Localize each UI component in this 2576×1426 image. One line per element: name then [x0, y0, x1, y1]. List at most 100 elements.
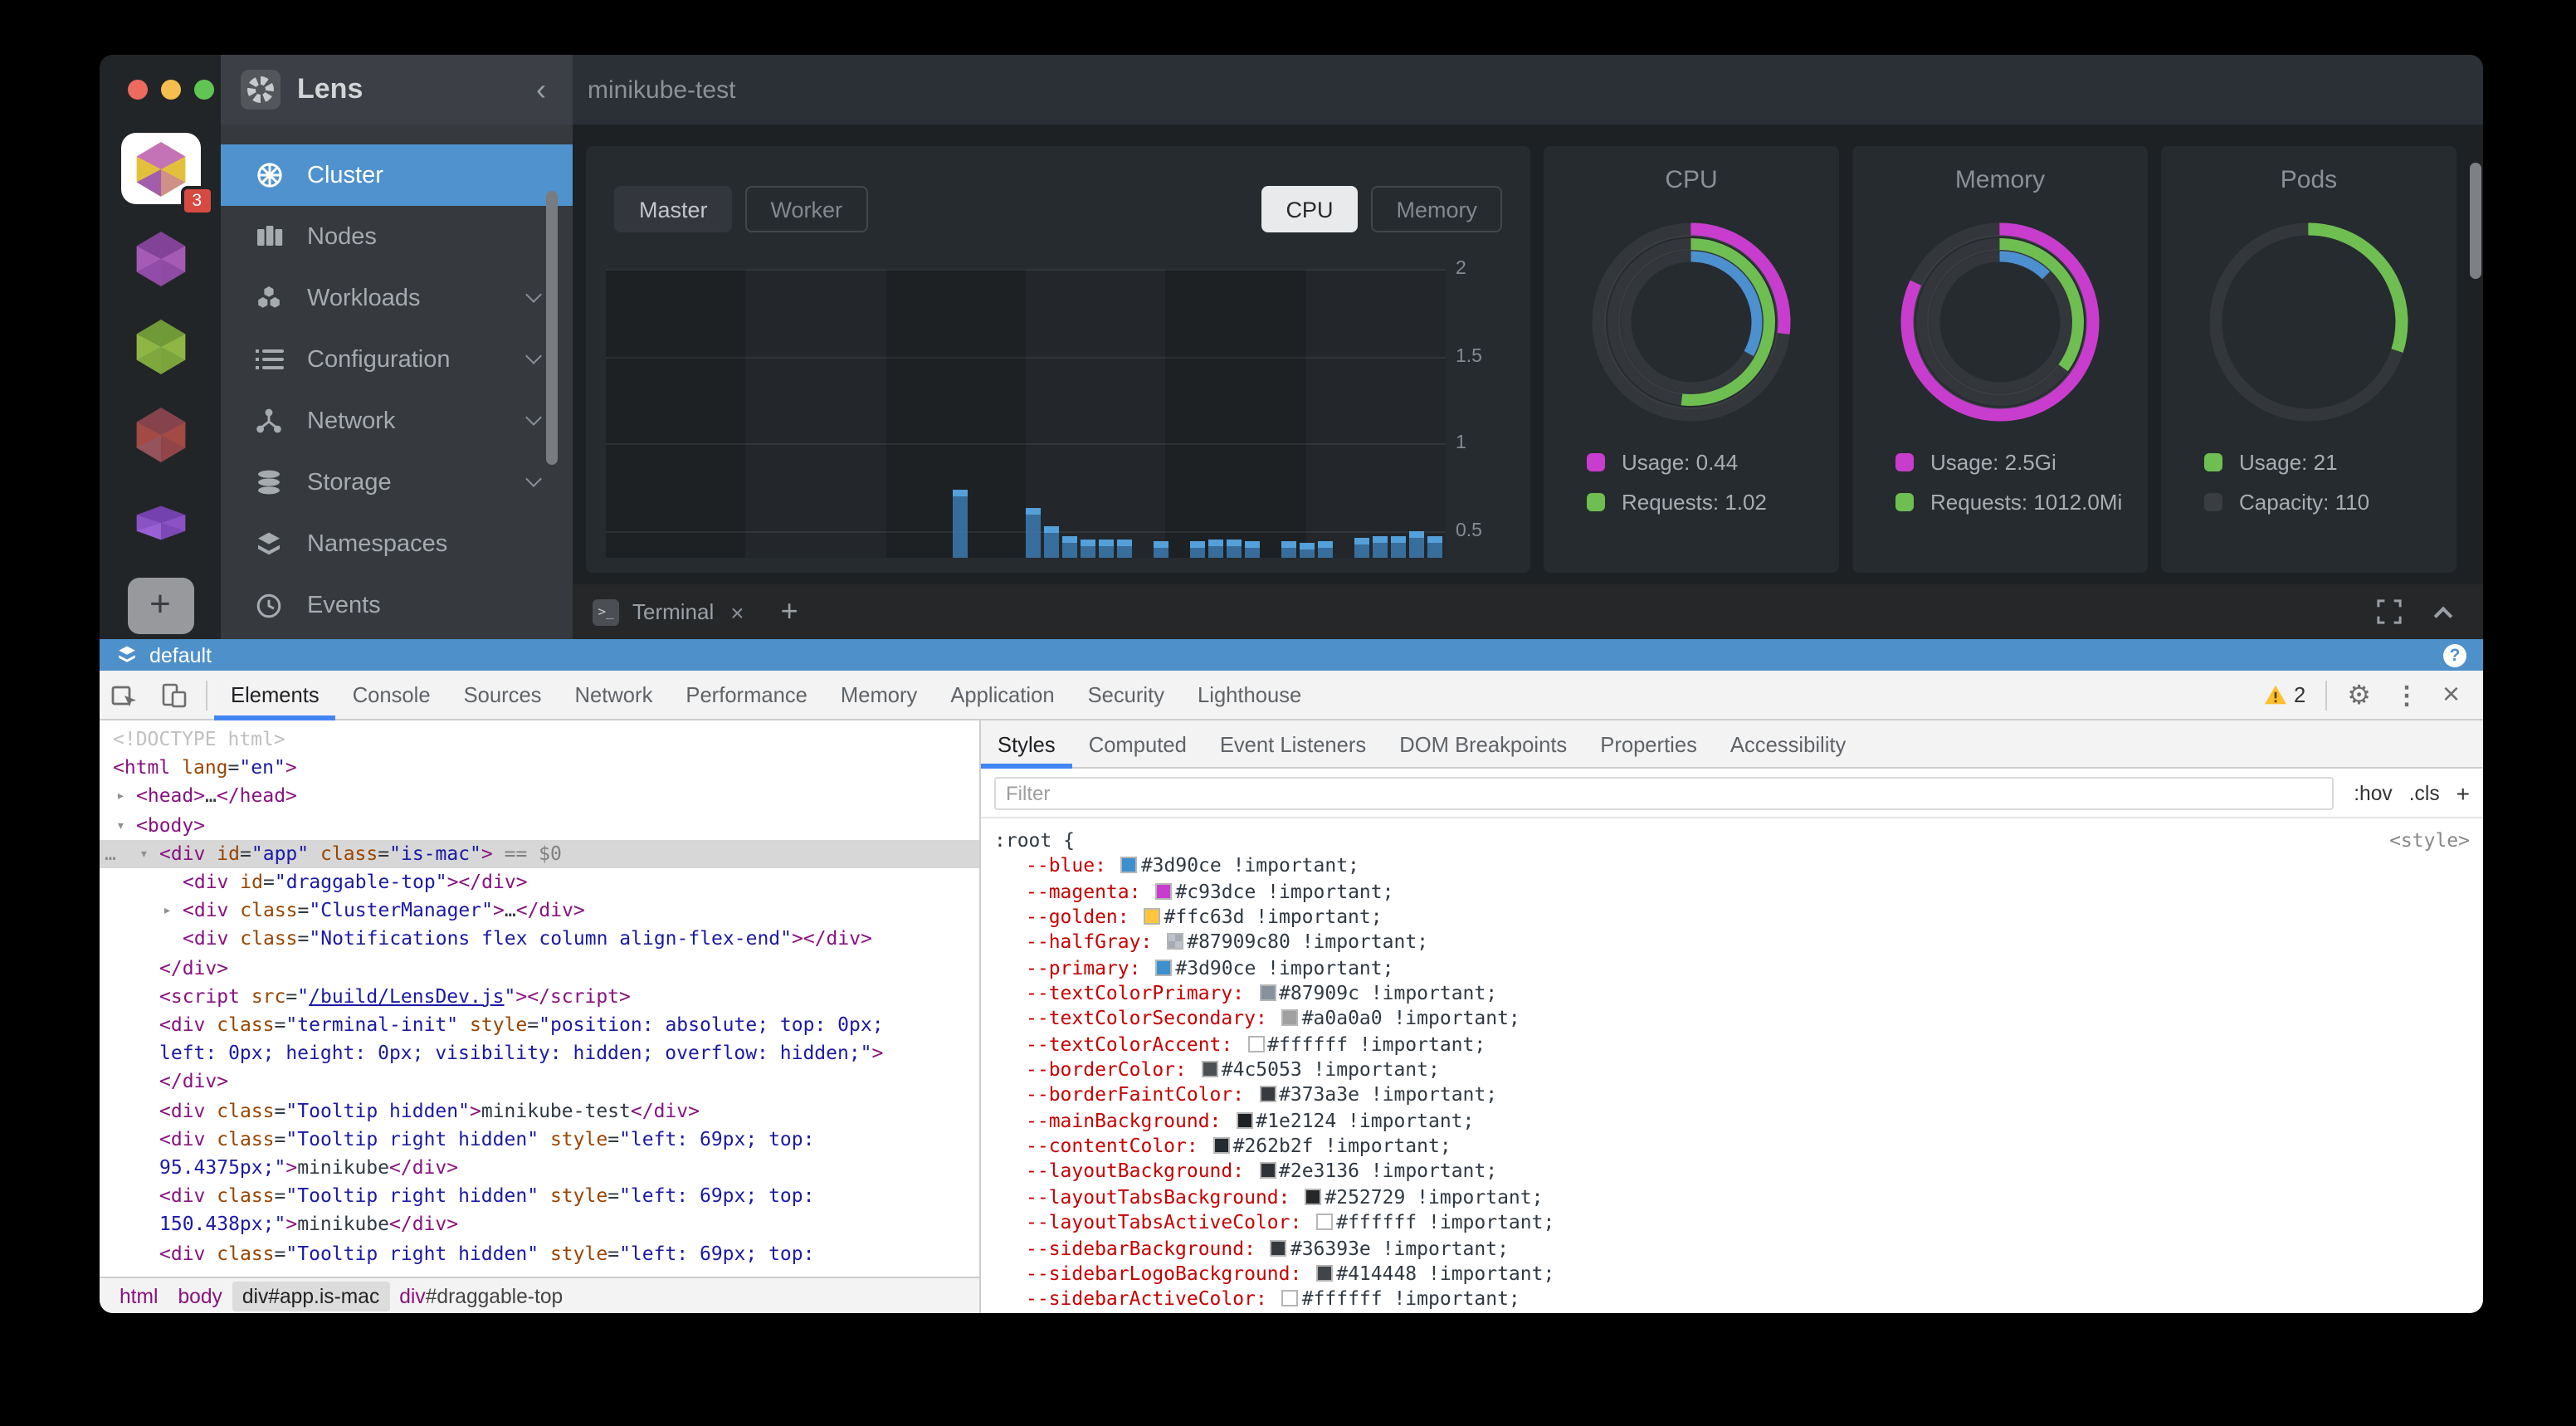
element-classes-button[interactable]: .cls	[2409, 781, 2440, 804]
namespace-label[interactable]: default	[149, 643, 2443, 667]
devtools-close-icon[interactable]: ×	[2432, 677, 2470, 712]
terminal-collapse-chevron-button[interactable]	[2434, 606, 2453, 625]
css-property[interactable]: --halfGray: #87909c80 !important;	[994, 930, 2470, 956]
dom-tree-line[interactable]: <div class="Tooltip right hidden" style=…	[100, 1126, 979, 1154]
css-property[interactable]: --layoutTabsActiveColor: #ffffff !import…	[994, 1210, 2470, 1236]
sidebar-item-nodes[interactable]: Nodes	[221, 206, 573, 267]
dom-tree-line[interactable]: <div class="Tooltip right hidden" style=…	[100, 1183, 979, 1211]
dom-tree-line[interactable]: <div id="draggable-top"></div>	[100, 868, 979, 896]
color-swatch[interactable]	[1282, 1290, 1299, 1306]
devtools-tab-console[interactable]: Console	[336, 670, 447, 720]
color-swatch[interactable]	[1305, 1189, 1321, 1205]
expand-arrow-down-icon[interactable]: ▾	[116, 813, 125, 841]
cluster-rail-item[interactable]	[124, 226, 197, 292]
devtools-tab-sources[interactable]: Sources	[447, 670, 559, 720]
dom-tree-line[interactable]: 150.438px;">minikube</div>	[100, 1211, 979, 1239]
css-property[interactable]: --sidebarBackground: #36393e !important;	[994, 1236, 2470, 1262]
color-swatch[interactable]	[1213, 1137, 1230, 1154]
dom-tree-line[interactable]: <html lang="en">	[100, 754, 979, 782]
rule-source[interactable]: <style>	[2389, 828, 2470, 854]
css-property[interactable]: --textColorPrimary: #87909c !important;	[994, 981, 2470, 1007]
cluster-rail-item[interactable]	[124, 490, 197, 556]
dom-tree-line[interactable]: </div>	[100, 954, 979, 982]
content-scrollbar[interactable]	[2470, 163, 2481, 279]
css-property[interactable]: --sidebarLogoBackground: #414448 !import…	[994, 1262, 2470, 1287]
styles-tab-properties[interactable]: Properties	[1583, 720, 1714, 768]
color-swatch[interactable]	[1144, 908, 1161, 925]
terminal-tab[interactable]: Terminal	[632, 599, 714, 624]
css-property[interactable]: --primary: #3d90ce !important;	[994, 955, 2470, 981]
dom-tree-line[interactable]: <script src="/build/LensDev.js"></script…	[100, 983, 979, 1011]
css-property[interactable]: --borderColor: #4c5053 !important;	[994, 1057, 2470, 1083]
sidebar-item-storage[interactable]: Storage	[221, 452, 573, 513]
dom-tree-line[interactable]: …▾<div id="app" class="is-mac"> == $0	[100, 840, 979, 868]
breadcrumb-item[interactable]: html	[110, 1281, 168, 1311]
dom-tree-line[interactable]: </div>	[100, 1068, 979, 1096]
color-swatch[interactable]	[1316, 1214, 1333, 1230]
cluster-rail-item[interactable]	[124, 402, 197, 468]
minimize-window-button[interactable]	[161, 80, 181, 100]
close-window-button[interactable]	[128, 80, 148, 100]
styles-filter-input[interactable]	[994, 776, 2334, 809]
color-swatch[interactable]	[1155, 882, 1172, 899]
dom-tree-line[interactable]: <!DOCTYPE html>	[100, 725, 979, 754]
sidebar-item-workloads[interactable]: Workloads	[221, 267, 573, 329]
node-tab-master[interactable]: Master	[614, 186, 733, 232]
dom-tree-line[interactable]: <div class="Notifications flex column al…	[100, 925, 979, 954]
devtools-tab-lighthouse[interactable]: Lighthouse	[1181, 670, 1318, 720]
color-swatch[interactable]	[1236, 1112, 1252, 1129]
sidebar-item-events[interactable]: Events	[221, 574, 573, 636]
dom-tree-line[interactable]: 95.4375px;">minikube</div>	[100, 1154, 979, 1182]
css-property[interactable]: --textColorSecondary: #a0a0a0 !important…	[994, 1007, 2470, 1033]
settings-gear-icon[interactable]: ⚙	[2337, 678, 2381, 711]
styles-tab-styles[interactable]: Styles	[981, 720, 1072, 768]
toggle-element-state-button[interactable]: :hov	[2354, 781, 2393, 804]
styles-tab-event-listeners[interactable]: Event Listeners	[1203, 720, 1383, 768]
css-property[interactable]: --golden: #ffc63d !important;	[994, 905, 2470, 930]
devtools-tab-application[interactable]: Application	[934, 670, 1071, 720]
sidebar-item-cluster[interactable]: Cluster	[221, 144, 573, 206]
color-swatch[interactable]	[1316, 1265, 1333, 1282]
devtools-tab-elements[interactable]: Elements	[214, 670, 336, 720]
css-property[interactable]: --contentColor: #262b2f !important;	[994, 1134, 2470, 1160]
dom-tree-line[interactable]: ▾<body>	[100, 811, 979, 839]
devtools-tab-performance[interactable]: Performance	[669, 670, 824, 720]
kebab-menu-icon[interactable]: ⋮	[2384, 680, 2429, 710]
cluster-rail-item[interactable]: 3	[120, 133, 200, 204]
breadcrumb-item[interactable]: div#app.is-mac	[232, 1281, 389, 1311]
console-warnings-badge[interactable]: 2	[2254, 682, 2315, 707]
sidebar-item-network[interactable]: Network	[221, 390, 573, 452]
dom-tree-line[interactable]: <div class="Tooltip right hidden" style=…	[100, 1239, 979, 1267]
sidebar-item-namespaces[interactable]: Namespaces	[221, 513, 573, 574]
color-swatch[interactable]	[1259, 1087, 1276, 1103]
terminal-expand-button[interactable]	[2365, 599, 2413, 624]
add-cluster-button[interactable]: +	[127, 578, 193, 634]
zoom-window-button[interactable]	[194, 80, 214, 100]
inspect-element-button[interactable]	[100, 681, 149, 708]
color-swatch[interactable]	[1247, 1036, 1264, 1052]
css-property[interactable]: --borderFaintColor: #373a3e !important;	[994, 1083, 2470, 1109]
css-property[interactable]: --blue: #3d90ce !important;	[994, 854, 2470, 880]
dom-tree-line[interactable]: left: 0px; height: 0px; visibility: hidd…	[100, 1039, 979, 1067]
color-swatch[interactable]	[1282, 1010, 1299, 1027]
css-property[interactable]: --mainBackground: #1e2124 !important;	[994, 1109, 2470, 1135]
devtools-tab-memory[interactable]: Memory	[824, 670, 934, 720]
sidebar-item-configuration[interactable]: Configuration	[221, 329, 573, 390]
breadcrumb-item[interactable]: body	[168, 1281, 232, 1311]
terminal-close-icon[interactable]: ×	[730, 598, 744, 625]
dom-tree-line[interactable]: ▸<head>…</head>	[100, 783, 979, 811]
dom-tree-line[interactable]: <div class="Tooltip hidden">minikube-tes…	[100, 1096, 979, 1125]
node-tab-worker[interactable]: Worker	[746, 186, 868, 232]
color-swatch[interactable]	[1155, 959, 1172, 975]
styles-tab-computed[interactable]: Computed	[1072, 720, 1203, 768]
dom-tree-line[interactable]: <div class="terminal-init" style="positi…	[100, 1011, 979, 1039]
sidebar-scrollbar[interactable]	[546, 191, 558, 465]
breadcrumb-item[interactable]: div#draggable-top	[389, 1281, 573, 1311]
color-swatch[interactable]	[1259, 1163, 1276, 1179]
expand-arrow-right-icon[interactable]: ▸	[163, 898, 172, 926]
metric-tab-memory[interactable]: Memory	[1371, 186, 1502, 232]
devtools-tab-network[interactable]: Network	[559, 670, 670, 720]
css-property[interactable]: --layoutBackground: #2e3136 !important;	[994, 1160, 2470, 1185]
styles-tab-accessibility[interactable]: Accessibility	[1714, 720, 1862, 768]
device-toolbar-button[interactable]	[149, 681, 199, 708]
